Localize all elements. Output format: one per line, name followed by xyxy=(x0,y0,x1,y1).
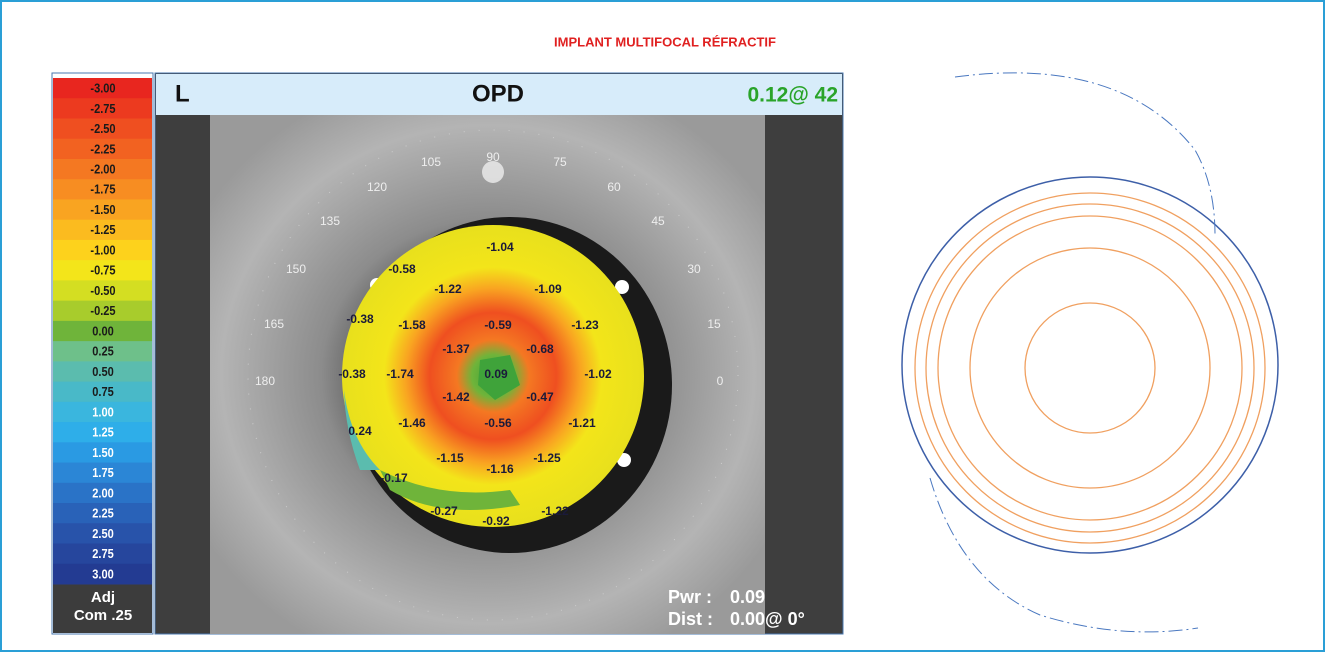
page: IMPLANT MULTIFOCAL RÉFRACTIF -3.00-2.75-… xyxy=(0,0,1325,652)
angle-label: 135 xyxy=(320,214,340,228)
scale-label: -2.50 xyxy=(90,121,115,136)
point-value: -1.42 xyxy=(442,390,470,404)
scale-label: -3.00 xyxy=(90,81,115,96)
scale-label: 1.75 xyxy=(92,465,114,480)
point-value: -0.17 xyxy=(380,471,408,485)
scale-label: 0.75 xyxy=(92,384,114,399)
scale-footer-label: Adj xyxy=(91,589,115,606)
point-value: 0.09 xyxy=(484,367,508,381)
dash-arc xyxy=(955,73,1215,235)
scale-footer-label: Com .25 xyxy=(74,607,132,624)
point-value: -1.22 xyxy=(434,282,462,296)
point-value: -1.25 xyxy=(533,451,561,465)
scale-label: -1.75 xyxy=(90,182,115,197)
scale-label: 2.75 xyxy=(92,546,114,561)
scale-label: -1.00 xyxy=(90,243,115,258)
map-reading: 0.12@ 42 xyxy=(747,84,838,107)
point-value: -0.59 xyxy=(484,318,512,332)
point-value: -1.58 xyxy=(398,318,426,332)
scale-label: 2.50 xyxy=(92,526,114,541)
scale-label: -2.25 xyxy=(90,141,115,156)
point-value: -0.38 xyxy=(346,312,374,326)
map-type: OPD xyxy=(472,80,524,107)
angle-label: 60 xyxy=(607,180,621,194)
scale-label: -2.00 xyxy=(90,162,115,177)
scale-label: 0.25 xyxy=(92,344,114,359)
point-value: -1.21 xyxy=(568,416,596,430)
point-value: -1.37 xyxy=(442,342,470,356)
zone-circle xyxy=(1025,303,1155,433)
point-value: -1.15 xyxy=(436,451,464,465)
title: IMPLANT MULTIFOCAL RÉFRACTIF xyxy=(554,34,776,49)
angle-label: 180 xyxy=(255,374,275,388)
point-value: -0.38 xyxy=(338,367,366,381)
point-value: -1.23 xyxy=(571,318,599,332)
outer-circle xyxy=(902,177,1278,553)
point-value: -1.16 xyxy=(486,462,514,476)
reflection xyxy=(482,161,504,183)
point-value: -0.58 xyxy=(388,262,416,276)
scale-label: -2.75 xyxy=(90,101,115,116)
angle-label: 90 xyxy=(486,150,500,164)
scale-label: 3.00 xyxy=(92,566,114,581)
point-value: -1.09 xyxy=(534,282,562,296)
zone-circle xyxy=(970,248,1210,488)
eye-side: L xyxy=(175,80,190,107)
point-value: -1.02 xyxy=(584,367,612,381)
info-text: 0.00@ 0° xyxy=(730,609,805,629)
zone-circle xyxy=(915,193,1265,543)
point-value: -1.46 xyxy=(398,416,426,430)
zone-circle xyxy=(938,216,1242,520)
angle-label: 120 xyxy=(367,180,387,194)
angle-label: 45 xyxy=(651,214,665,228)
scale-label: 2.25 xyxy=(92,506,114,521)
angle-label: 30 xyxy=(687,262,701,276)
angle-label: 150 xyxy=(286,262,306,276)
point-value: -0.27 xyxy=(430,504,458,518)
info-text: Pwr : xyxy=(668,587,712,607)
dash-arc xyxy=(930,478,1198,632)
scale-label: -1.25 xyxy=(90,222,115,237)
angle-label: 75 xyxy=(553,155,567,169)
point-value: 0.24 xyxy=(348,424,372,438)
scale-label: 1.00 xyxy=(92,405,114,420)
schematic xyxy=(902,73,1278,632)
point-value: -1.04 xyxy=(486,240,514,254)
color-scale: -3.00 -2.75 -2.50 -2.25 -2.00 -1.75 -1.50 -1.25… xyxy=(52,73,153,634)
point-value: -0.47 xyxy=(526,390,554,404)
angle-label: 15 xyxy=(707,317,721,331)
angle-label: 0 xyxy=(717,374,724,388)
scale-label: -0.25 xyxy=(90,303,115,318)
scale-label: -0.75 xyxy=(90,263,115,278)
scale-label: 2.00 xyxy=(92,486,114,501)
scale-label: 0.50 xyxy=(92,364,114,379)
point-value: -1.22 xyxy=(541,504,569,518)
angle-label: 165 xyxy=(264,317,284,331)
point-value: -1.74 xyxy=(386,367,414,381)
point-value: -0.92 xyxy=(482,514,510,528)
angle-label: 105 xyxy=(421,155,441,169)
scale-label: -0.50 xyxy=(90,283,115,298)
scale-label: 1.25 xyxy=(92,425,114,440)
info-text: 0.09 xyxy=(730,587,765,607)
scale-label: 0.00 xyxy=(92,324,114,339)
zone-circle xyxy=(926,204,1254,532)
scale-label: 1.50 xyxy=(92,445,114,460)
info-text: Dist : xyxy=(668,609,713,629)
point-value: -0.56 xyxy=(484,416,512,430)
scale-label: -1.50 xyxy=(90,202,115,217)
point-value: -0.68 xyxy=(526,342,554,356)
